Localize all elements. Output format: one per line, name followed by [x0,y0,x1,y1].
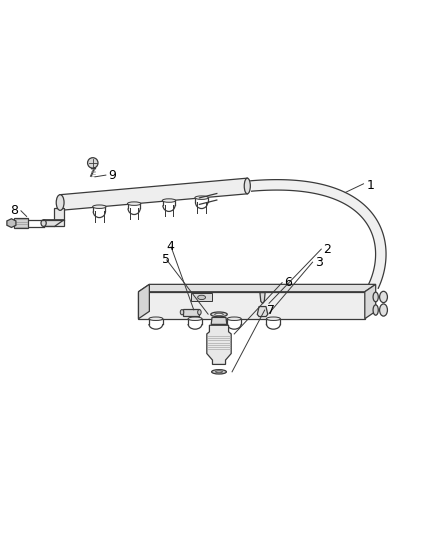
Ellipse shape [380,292,388,303]
Ellipse shape [162,199,176,203]
Ellipse shape [56,195,64,211]
Polygon shape [7,219,16,228]
Polygon shape [60,178,247,211]
Text: 7: 7 [267,303,275,317]
Ellipse shape [180,310,184,315]
Text: 4: 4 [167,240,175,253]
Ellipse shape [41,220,46,227]
Ellipse shape [380,304,388,316]
Text: 2: 2 [323,243,331,256]
Polygon shape [211,318,227,325]
Polygon shape [251,180,386,288]
Polygon shape [44,220,64,227]
Text: 5: 5 [162,254,170,266]
Polygon shape [138,292,365,319]
Polygon shape [54,208,64,227]
Ellipse shape [227,317,241,320]
Text: 6: 6 [284,276,292,289]
Polygon shape [257,306,268,317]
Polygon shape [138,284,376,292]
Ellipse shape [92,205,106,208]
Polygon shape [183,309,198,316]
Polygon shape [207,325,231,365]
Ellipse shape [188,317,202,320]
Text: 1: 1 [367,180,375,192]
Text: 3: 3 [315,256,323,269]
Text: 9: 9 [108,168,116,182]
Polygon shape [365,284,376,319]
Ellipse shape [215,313,223,316]
Polygon shape [260,293,265,303]
Polygon shape [14,218,28,228]
Ellipse shape [211,312,227,317]
Ellipse shape [149,317,163,320]
Ellipse shape [198,310,201,315]
Ellipse shape [244,178,251,194]
Ellipse shape [212,370,226,374]
Circle shape [88,158,98,168]
Ellipse shape [373,305,378,315]
Ellipse shape [373,292,378,302]
Polygon shape [191,294,212,301]
Ellipse shape [127,202,141,205]
Ellipse shape [198,295,205,300]
Ellipse shape [215,371,223,373]
Ellipse shape [195,196,208,199]
Polygon shape [138,284,149,319]
Text: 8: 8 [10,204,18,217]
Ellipse shape [266,317,280,320]
